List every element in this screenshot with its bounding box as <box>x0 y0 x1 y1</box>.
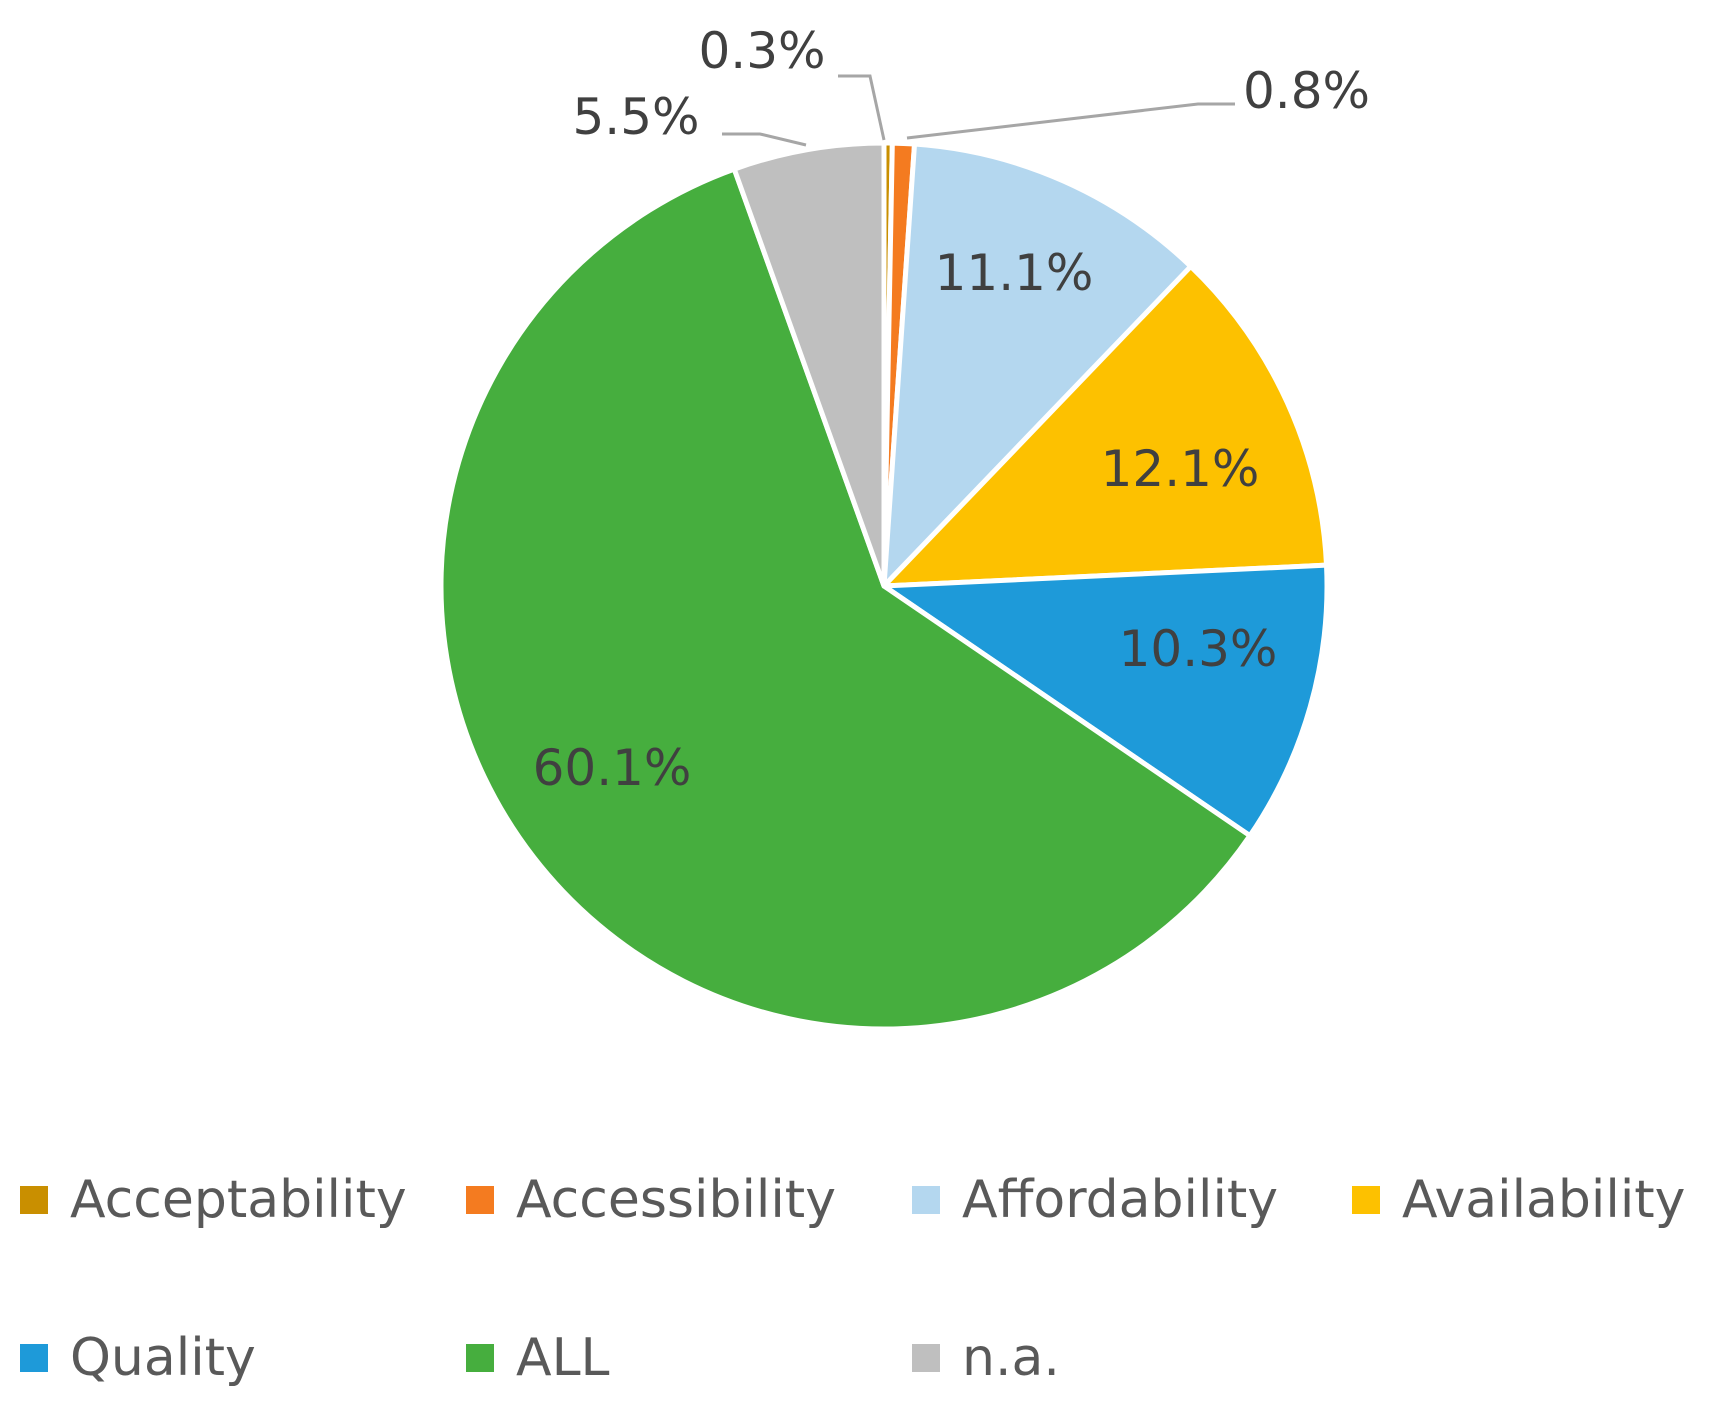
data-labels: 0.3% 0.8% 11.1% 12.1% 10.3% 60.1% 5.5% <box>533 22 1370 797</box>
data-label-quality: 10.3% <box>1119 620 1278 678</box>
legend-label-all: ALL <box>516 1328 610 1388</box>
pie-slice-quality <box>881 562 1330 839</box>
legend-label-accessibility: Accessibility <box>516 1170 836 1230</box>
legend-swatch-acceptability <box>20 1186 48 1214</box>
data-label-na: 5.5% <box>572 88 699 146</box>
legend-swatch-affordability <box>912 1186 940 1214</box>
legend-swatch-all <box>466 1344 494 1372</box>
pie-slice-affordability <box>881 141 1194 589</box>
pie-slice-availability <box>881 263 1330 589</box>
leader-line-acceptability <box>838 74 886 141</box>
data-label-affordability: 11.1% <box>935 244 1094 302</box>
leader-line-na <box>722 132 807 147</box>
leader-lines <box>722 74 1235 147</box>
legend: Acceptability Accessibility Affordabilit… <box>0 1170 1719 1410</box>
pie-slice-all <box>438 166 1253 1032</box>
legend-swatch-quality <box>20 1344 48 1372</box>
legend-label-affordability: Affordability <box>962 1170 1279 1230</box>
legend-item-all: ALL <box>466 1328 610 1388</box>
legend-item-quality: Quality <box>20 1328 256 1388</box>
legend-swatch-na <box>912 1344 940 1372</box>
legend-item-acceptability: Acceptability <box>20 1170 407 1230</box>
legend-item-accessibility: Accessibility <box>466 1170 836 1230</box>
pie-slices <box>438 140 1330 1032</box>
legend-label-availability: Availability <box>1402 1170 1686 1230</box>
legend-swatch-accessibility <box>466 1186 494 1214</box>
data-label-availability: 12.1% <box>1101 440 1260 498</box>
legend-swatch-availability <box>1352 1186 1380 1214</box>
data-label-all: 60.1% <box>533 739 692 797</box>
legend-label-acceptability: Acceptability <box>70 1170 407 1230</box>
legend-item-na: n.a. <box>912 1328 1060 1388</box>
legend-item-affordability: Affordability <box>912 1170 1278 1230</box>
leader-line-accessibility <box>906 102 1235 140</box>
pie-slice-n-a <box>731 140 887 589</box>
legend-label-quality: Quality <box>70 1328 256 1388</box>
data-label-accessibility: 0.8% <box>1243 62 1370 120</box>
legend-label-na: n.a. <box>962 1328 1060 1388</box>
data-label-acceptability: 0.3% <box>698 22 825 80</box>
legend-item-availability: Availability <box>1352 1170 1685 1230</box>
